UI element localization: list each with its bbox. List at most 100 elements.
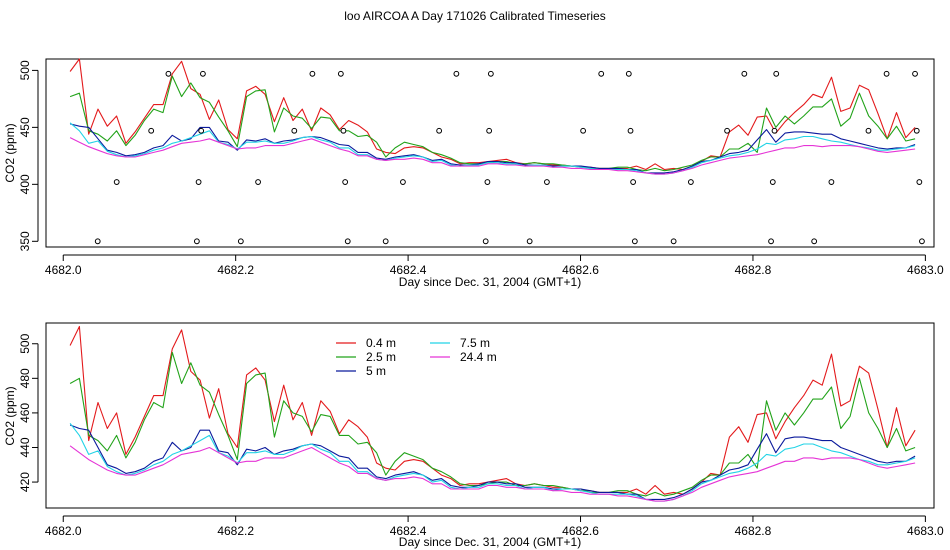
calibration-point (193, 238, 200, 245)
bottom-y-tick-label: 460 (18, 403, 32, 423)
top-x-tick-label: 4682.8 (735, 263, 772, 277)
calibration-point (773, 70, 780, 77)
calibration-point (487, 70, 494, 77)
bottom-y-tick-label: 480 (18, 368, 32, 388)
top-y-tick-label: 500 (18, 60, 32, 80)
bottom-series-line-7-5-m (69, 422, 916, 502)
top-series-line-7-5-m (69, 122, 916, 175)
bottom-x-tick-label: 4682.4 (390, 524, 427, 538)
top-series-lines (69, 58, 916, 175)
calibration-point (382, 238, 389, 245)
bottom-x-tick-label: 4682.8 (735, 524, 772, 538)
calibration-point (165, 70, 172, 77)
legend-label: 2.5 m (366, 350, 396, 364)
calibration-point (237, 238, 244, 245)
calibration-point (344, 238, 351, 245)
calibration-point (912, 70, 918, 77)
top-y-tick-label: 350 (18, 231, 32, 251)
legend-label: 24.4 m (460, 350, 497, 364)
calibration-point (342, 179, 349, 185)
calibration-point (769, 179, 776, 185)
bottom-y-axis: 420 440 460 480 500 (18, 333, 39, 492)
top-x-axis-label: Day since Dec. 31, 2004 (GMT+1) (399, 275, 581, 289)
calibration-point (113, 179, 120, 185)
calibration-point (625, 70, 632, 77)
bottom-series-line-5-m (69, 424, 916, 500)
top-plot-frame (45, 58, 935, 248)
calibration-point (453, 70, 460, 77)
bottom-y-tick-label: 420 (18, 472, 32, 492)
calibration-point (919, 238, 925, 245)
bottom-y-axis-label: CO2 (ppm) (3, 386, 17, 445)
calibration-point (309, 70, 316, 77)
calibration-point (526, 238, 533, 245)
legend-label: 7.5 m (460, 336, 490, 350)
top-x-tick-label: 4682.4 (390, 263, 427, 277)
top-y-axis-label: CO2 (ppm) (3, 123, 17, 182)
bottom-plot-frame (45, 322, 935, 509)
bottom-x-axis: 4682.0 4682.2 4682.4 4682.6 4682.8 4683.0 (45, 515, 944, 538)
calibration-point (580, 127, 587, 134)
calibration-point (724, 127, 730, 134)
bottom-series-line-2-5-m (69, 351, 916, 497)
bottom-x-tick-label: 4682.6 (562, 524, 599, 538)
calibration-point (198, 127, 205, 134)
top-y-tick-label: 400 (18, 174, 32, 194)
calibration-point (436, 127, 443, 134)
bottom-x-tick-label: 4682.0 (45, 524, 82, 538)
top-x-axis: 4682.0 4682.2 4682.4 4682.6 4682.8 4683.0 (45, 254, 944, 277)
calibration-point (771, 127, 778, 134)
calibration-point (340, 127, 347, 134)
top-panel: 4682.0 4682.2 4682.4 4682.6 4682.8 4683.0 350… (3, 58, 944, 289)
calibration-point (400, 179, 406, 185)
calibration-point (255, 179, 261, 185)
calibration-point (598, 70, 605, 77)
top-x-tick-label: 4682.0 (45, 263, 82, 277)
top-y-tick-label: 450 (18, 117, 32, 137)
calibration-point (627, 127, 634, 134)
calibration-point (768, 238, 774, 245)
calibration-point (200, 70, 206, 77)
top-x-tick-label: 4682.2 (217, 263, 254, 277)
bottom-y-tick-label: 440 (18, 437, 32, 457)
chart-title: loo AIRCOA A Day 171026 Calibrated Times… (344, 9, 605, 23)
bottom-series-lines (69, 325, 916, 502)
top-x-tick-label: 4682.6 (562, 263, 599, 277)
bottom-x-tick-label: 4682.2 (217, 524, 254, 538)
top-series-line-2-5-m (69, 75, 916, 172)
calibration-point (337, 70, 344, 77)
calibration-point (916, 179, 923, 185)
calibration-point (631, 238, 638, 245)
calibration-point (687, 179, 694, 185)
calibration-point (883, 70, 890, 77)
bottom-series-line-0-4-m (69, 325, 916, 495)
calibration-point (482, 238, 489, 245)
calibration-point (865, 127, 872, 134)
bottom-y-tick-label: 500 (18, 333, 32, 353)
calibration-point (670, 238, 677, 245)
legend-label: 5 m (366, 364, 386, 378)
calibration-point (195, 179, 202, 185)
legend: 0.4 m2.5 m5 m 7.5 m24.4 m (336, 336, 497, 378)
calibration-point (741, 70, 748, 77)
calibration-point (630, 179, 637, 185)
calibration-point (811, 238, 818, 245)
bottom-x-axis-label: Day since Dec. 31, 2004 (GMT+1) (399, 535, 581, 549)
calibration-point (484, 179, 491, 185)
bottom-x-tick-label: 4683.0 (907, 524, 944, 538)
top-series-line-24-4-m (69, 137, 916, 175)
bottom-panel: 4682.0 4682.2 4682.4 4682.6 4682.8 4683.0 420… (3, 322, 944, 549)
top-y-axis: 350 400 450 500 (18, 60, 39, 251)
bottom-series-line-24-4-m (69, 445, 916, 502)
top-x-tick-label: 4683.0 (907, 263, 944, 277)
calibration-point (291, 127, 298, 134)
calibration-point (94, 238, 101, 245)
top-series-line-5-m (69, 123, 916, 174)
calibration-point (544, 179, 550, 185)
top-calibration-points (94, 70, 925, 245)
calibration-point (828, 179, 835, 185)
legend-label: 0.4 m (366, 336, 396, 350)
calibration-point (913, 127, 920, 134)
